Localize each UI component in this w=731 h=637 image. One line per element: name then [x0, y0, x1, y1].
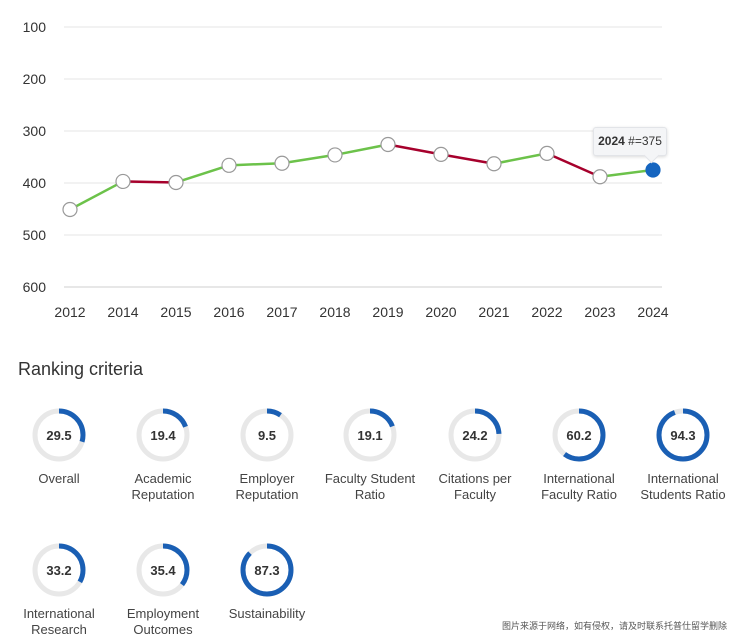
highlighted-point — [645, 162, 661, 178]
score-value: 19.4 — [150, 428, 176, 443]
data-point — [592, 169, 608, 185]
score-ring-fill — [32, 408, 86, 462]
score-ring: 19.1 — [343, 408, 397, 462]
score-ring-fill — [136, 543, 190, 597]
chart-tooltip: 2024 #=375 — [593, 127, 667, 156]
score-value: 87.3 — [254, 563, 279, 578]
criteria-label: Employment Outcomes — [126, 606, 200, 637]
score-ring: 29.5 — [32, 408, 86, 462]
criteria-label: Faculty Student Ratio — [324, 471, 416, 502]
score-value: 19.1 — [357, 428, 382, 443]
score-ring-fill — [32, 543, 86, 597]
criteria-label: Academic Reputation — [131, 471, 195, 502]
criteria-label: International Students Ratio — [640, 471, 726, 502]
y-tick-label: 400 — [23, 175, 47, 191]
criteria-item: 60.2 International Faculty Ratio — [527, 407, 631, 503]
data-point — [274, 155, 290, 171]
score-value: 35.4 — [150, 563, 176, 578]
score-ring-fill — [240, 543, 294, 597]
x-tick-label: 2016 — [213, 304, 244, 320]
score-ring-fill — [136, 408, 190, 462]
criteria-item: 19.1 Faculty Student Ratio — [318, 407, 422, 503]
ranking-line-chart: 100 200 300 400 500 600 2012 2014 2015 2016 2017 20… — [23, 19, 669, 320]
score-ring: 19.4 — [136, 408, 190, 462]
score-value: 29.5 — [46, 428, 71, 443]
tooltip-rank: #=375 — [628, 134, 662, 148]
x-tick-label: 2017 — [266, 304, 297, 320]
criteria-label: Overall — [38, 471, 80, 486]
score-ring: 9.5 — [240, 408, 294, 462]
score-ring-fill — [240, 408, 294, 462]
criteria-item: 35.4 Employment Outcomes — [111, 542, 215, 637]
score-ring: 87.3 — [240, 543, 294, 597]
series-segment — [174, 164, 231, 184]
data-point — [168, 174, 184, 191]
score-ring-fill — [552, 408, 606, 462]
y-tick-label: 100 — [23, 19, 47, 35]
criteria-item: 19.4 Academic Reputation — [111, 407, 215, 503]
x-tick-label: 2015 — [160, 304, 191, 320]
data-point — [486, 156, 502, 172]
score-ring-fill — [343, 408, 397, 462]
data-point — [115, 173, 131, 190]
series-segment — [439, 153, 496, 166]
score-value: 94.3 — [670, 428, 695, 443]
series-segment — [333, 143, 390, 157]
criteria-item: 9.5 Employer Reputation — [215, 407, 319, 503]
x-tick-label: 2024 — [637, 304, 668, 320]
score-ring: 33.2 — [32, 543, 86, 597]
criteria-item: 87.3 Sustainability — [215, 542, 319, 622]
criteria-label: International Research — [23, 606, 95, 637]
score-value: 33.2 — [46, 563, 71, 578]
data-point — [62, 201, 78, 218]
criteria-label: Citations per Faculty — [438, 471, 512, 502]
y-tick-label: 500 — [23, 227, 47, 243]
data-point — [221, 157, 237, 173]
score-ring-fill — [656, 408, 710, 462]
criteria-item: 33.2 International Research — [7, 542, 111, 637]
ranking-criteria-title: Ranking criteria — [18, 359, 144, 379]
score-ring: 60.2 — [552, 408, 606, 462]
criteria-item: 24.2 Citations per Faculty — [423, 407, 527, 503]
score-value: 24.2 — [462, 428, 487, 443]
series-segment — [121, 180, 178, 184]
series-segment — [386, 143, 443, 156]
y-tick-label: 200 — [23, 71, 47, 87]
series-segment — [598, 168, 655, 179]
score-ring: 94.3 — [656, 408, 710, 462]
criteria-item: 29.5 Overall — [7, 407, 111, 487]
x-tick-label: 2020 — [425, 304, 456, 320]
criteria-item: 94.3 International Students Ratio — [631, 407, 731, 503]
x-tick-label: 2012 — [54, 304, 85, 320]
watermark-text: 图片来源于网络，如有侵权，请及时联系托普仕留学删除 — [501, 621, 727, 631]
score-ring: 24.2 — [448, 408, 502, 462]
x-tick-label: 2018 — [319, 304, 350, 320]
y-tick-label: 300 — [23, 123, 47, 139]
series-segment — [545, 152, 602, 179]
criteria-label: International Faculty Ratio — [541, 471, 617, 502]
y-tick-label: 600 — [23, 279, 47, 295]
series-segment — [68, 180, 125, 211]
x-tick-label: 2022 — [531, 304, 562, 320]
tooltip-year: 2024 — [598, 134, 625, 148]
series-segment — [492, 152, 549, 166]
score-value: 60.2 — [566, 428, 591, 443]
series-segment — [280, 153, 337, 165]
x-tick-label: 2019 — [372, 304, 403, 320]
x-tick-label: 2021 — [478, 304, 509, 320]
data-point — [380, 136, 396, 153]
data-point — [433, 146, 449, 162]
data-point — [539, 145, 555, 161]
x-tick-label: 2023 — [584, 304, 615, 320]
criteria-label: Employer Reputation — [235, 471, 299, 502]
x-tick-label: 2014 — [107, 304, 138, 320]
series-segment — [227, 161, 284, 167]
data-point — [327, 147, 343, 163]
score-ring: 35.4 — [136, 543, 190, 597]
score-ring-fill — [448, 408, 502, 462]
criteria-label: Sustainability — [228, 606, 306, 621]
score-value: 9.5 — [258, 428, 276, 443]
